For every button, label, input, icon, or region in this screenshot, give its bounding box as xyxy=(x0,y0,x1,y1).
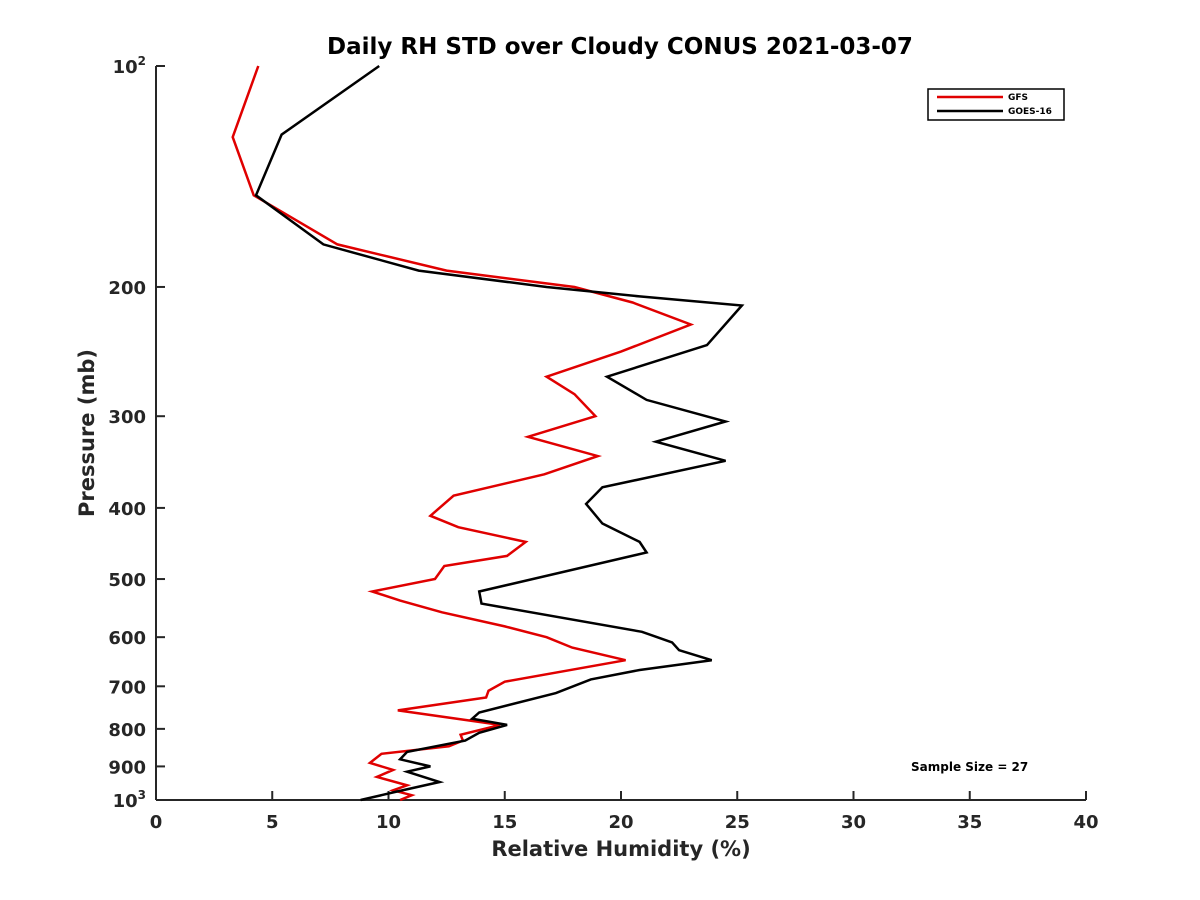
y-tick-label: 102 xyxy=(113,54,146,78)
x-tick-label: 35 xyxy=(957,812,982,833)
y-tick-label: 300 xyxy=(108,407,146,428)
y-tick-label: 103 xyxy=(113,788,146,812)
series-layer xyxy=(231,64,745,802)
x-tick-label: 25 xyxy=(725,812,750,833)
sample-size-annotation: Sample Size = 27 xyxy=(911,760,1028,774)
chart-title: Daily RH STD over Cloudy CONUS 2021-03-0… xyxy=(327,34,913,60)
y-tick-label: 500 xyxy=(108,570,146,591)
series-line-gfs xyxy=(231,65,695,802)
y-tick-base: 10 xyxy=(113,57,138,78)
x-tick-label: 30 xyxy=(841,812,866,833)
y-tick-exponent: 2 xyxy=(138,54,146,68)
y-axis-label: Pressure (mb) xyxy=(75,349,99,517)
series-line-goes-16 xyxy=(254,64,745,802)
x-tick-label: 20 xyxy=(608,812,633,833)
x-axis-label: Relative Humidity (%) xyxy=(491,837,750,861)
x-tick-label: 10 xyxy=(376,812,401,833)
y-tick-label: 200 xyxy=(108,278,146,299)
x-tick-label: 40 xyxy=(1073,812,1098,833)
y-tick-exponent: 3 xyxy=(138,788,146,802)
x-tick-label: 0 xyxy=(150,812,163,833)
y-tick-label: 600 xyxy=(108,628,146,649)
legend-label: GFS xyxy=(1008,93,1028,103)
legend-label: GOES-16 xyxy=(1008,107,1052,117)
y-tick-label: 700 xyxy=(108,677,146,698)
y-tick-base: 10 xyxy=(113,791,138,812)
y-tick-label: 900 xyxy=(108,757,146,778)
y-tick-label: 800 xyxy=(108,720,146,741)
x-tick-label: 15 xyxy=(492,812,517,833)
x-ticks: 0 5 10 15 20 25 30 35 40 xyxy=(150,791,1099,833)
plot-area xyxy=(155,66,1086,801)
legend: GFS GOES-16 xyxy=(927,88,1065,121)
legend-box xyxy=(927,88,1065,121)
y-tick-label: 400 xyxy=(108,499,146,520)
x-tick-label: 5 xyxy=(266,812,279,833)
